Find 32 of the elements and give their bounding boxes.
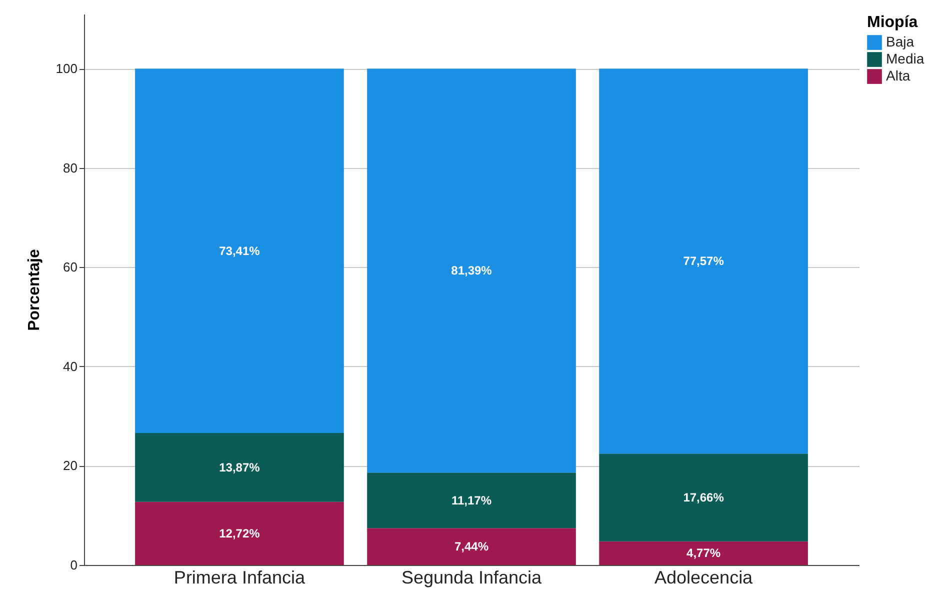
x-tick-label: Primera Infancia	[174, 568, 306, 588]
x-tick-label: Adolecencia	[654, 568, 754, 588]
bar	[599, 68, 808, 454]
bar	[135, 68, 344, 434]
y-tick-label: 0	[70, 558, 78, 572]
legend-label: Alta	[886, 68, 910, 84]
data-label: 7,44%	[454, 540, 489, 554]
bar	[367, 528, 576, 565]
bar	[367, 68, 576, 473]
x-tick-label: Segunda Infancia	[401, 568, 543, 588]
bar	[367, 472, 576, 528]
legend-label: Baja	[886, 34, 914, 50]
bar	[599, 454, 808, 542]
bar	[135, 433, 344, 502]
legend-label: Media	[886, 50, 924, 66]
data-label: 12,72%	[219, 526, 260, 540]
bar	[135, 502, 344, 565]
bar	[599, 541, 808, 565]
data-label: 13,87%	[219, 460, 260, 474]
y-tick-label: 100	[56, 61, 78, 76]
y-tick-label: 60	[63, 260, 78, 275]
data-label: 11,17%	[451, 493, 492, 508]
y-tick-label: 20	[63, 458, 78, 474]
data-label: 73,41%	[219, 244, 260, 258]
legend-title: Miopía	[867, 14, 918, 31]
data-label: 77,57%	[683, 254, 724, 268]
y-axis-title: Porcentaje	[26, 248, 43, 331]
y-tick-label: 80	[63, 160, 78, 176]
data-label: 4,77%	[686, 546, 721, 560]
data-label: 81,39%	[451, 264, 492, 278]
data-label: 17,66%	[683, 490, 724, 504]
y-tick-label: 40	[63, 358, 78, 374]
